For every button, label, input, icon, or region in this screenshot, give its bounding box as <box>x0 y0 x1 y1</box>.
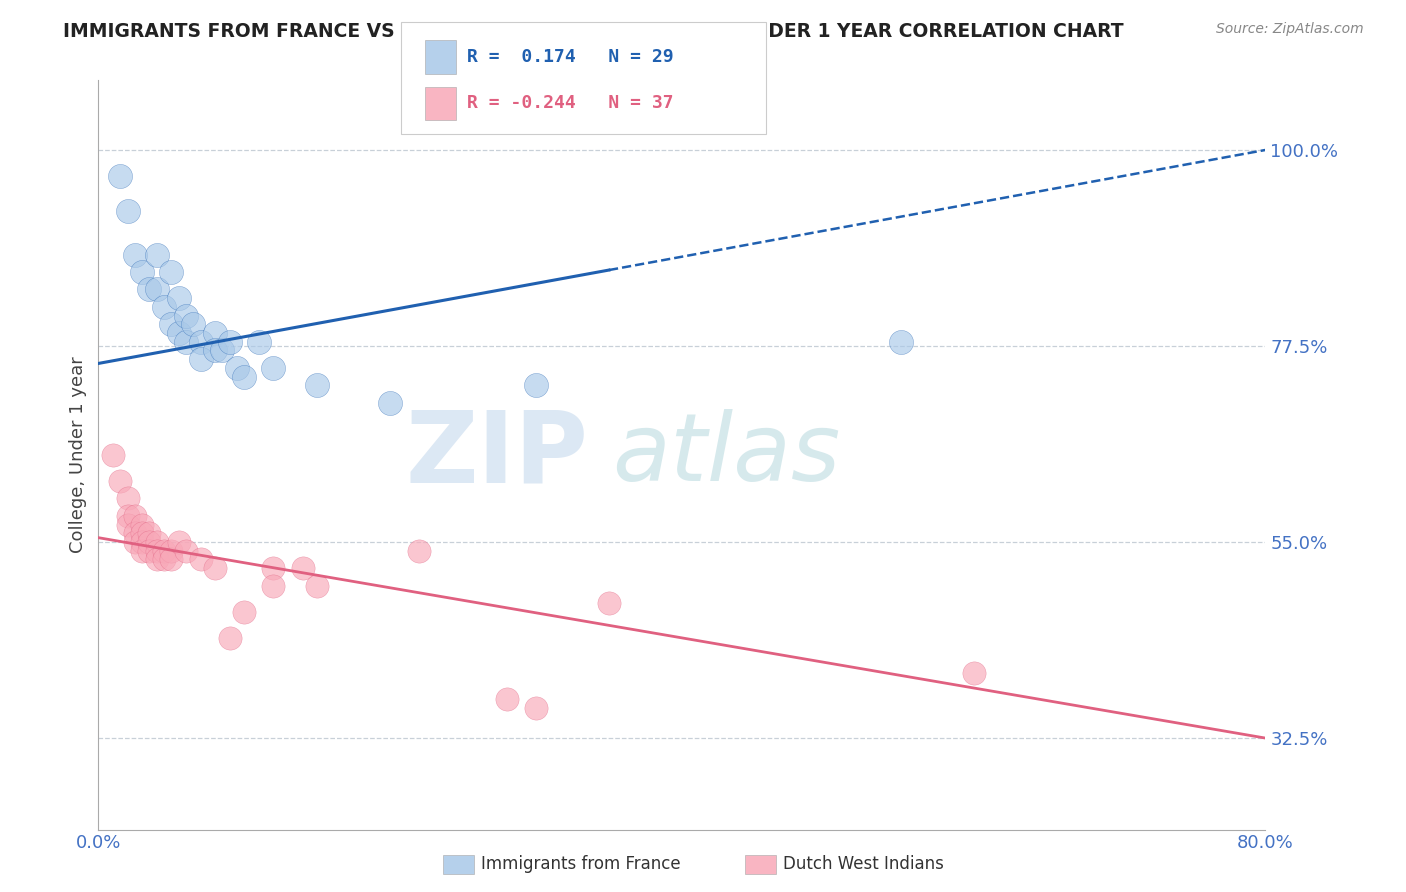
Point <box>262 360 284 375</box>
Point <box>218 334 240 349</box>
Point <box>153 552 176 566</box>
Text: atlas: atlas <box>612 409 841 500</box>
Point <box>146 247 169 261</box>
Point <box>124 535 146 549</box>
Point <box>167 291 190 305</box>
Point <box>146 535 169 549</box>
Point <box>174 334 197 349</box>
Point <box>131 543 153 558</box>
Text: Dutch West Indians: Dutch West Indians <box>783 855 943 873</box>
Point <box>131 526 153 541</box>
Point <box>160 317 183 331</box>
Point <box>307 378 329 392</box>
Point <box>160 552 183 566</box>
Point <box>124 247 146 261</box>
Point <box>204 343 226 358</box>
Point <box>496 691 519 706</box>
Point <box>167 326 190 340</box>
Point <box>160 265 183 279</box>
Point <box>146 282 169 296</box>
Point <box>117 204 139 219</box>
Point <box>380 395 402 409</box>
Point <box>190 334 212 349</box>
Point <box>181 317 204 331</box>
Point <box>131 535 153 549</box>
Point <box>524 378 547 392</box>
Point <box>117 508 139 523</box>
Point <box>160 543 183 558</box>
Point <box>110 474 132 488</box>
Point <box>174 543 197 558</box>
Point <box>226 360 249 375</box>
Point <box>131 517 153 532</box>
Point <box>190 352 212 367</box>
Point <box>138 282 160 296</box>
Text: Source: ZipAtlas.com: Source: ZipAtlas.com <box>1216 22 1364 37</box>
Point <box>167 535 190 549</box>
Y-axis label: College, Under 1 year: College, Under 1 year <box>69 357 87 553</box>
Point <box>204 561 226 575</box>
Point <box>962 665 984 680</box>
Point <box>218 631 240 645</box>
Point <box>262 561 284 575</box>
Point <box>190 552 212 566</box>
Point <box>146 552 169 566</box>
Point <box>146 543 169 558</box>
Text: R = -0.244   N = 37: R = -0.244 N = 37 <box>467 95 673 112</box>
Point <box>408 543 430 558</box>
Point <box>174 309 197 323</box>
Text: Immigrants from France: Immigrants from France <box>481 855 681 873</box>
Point <box>233 605 256 619</box>
Point <box>124 526 146 541</box>
Point <box>138 535 160 549</box>
Point <box>138 543 160 558</box>
Point <box>131 265 153 279</box>
Point <box>153 543 176 558</box>
Point <box>204 326 226 340</box>
Point <box>153 300 176 314</box>
Point <box>138 526 160 541</box>
Point <box>110 169 132 183</box>
Point <box>307 579 329 593</box>
Point <box>262 579 284 593</box>
Text: R =  0.174   N = 29: R = 0.174 N = 29 <box>467 48 673 66</box>
Text: IMMIGRANTS FROM FRANCE VS DUTCH WEST INDIAN COLLEGE, UNDER 1 YEAR CORRELATION CH: IMMIGRANTS FROM FRANCE VS DUTCH WEST IND… <box>63 22 1123 41</box>
Point <box>291 561 314 575</box>
Point <box>101 448 124 462</box>
Point <box>117 491 139 506</box>
Point <box>124 508 146 523</box>
Text: ZIP: ZIP <box>406 407 589 503</box>
Point <box>524 700 547 714</box>
Point <box>233 369 256 384</box>
Point <box>117 517 139 532</box>
Point <box>211 343 233 358</box>
Point <box>598 596 620 610</box>
Point <box>890 334 912 349</box>
Point <box>247 334 270 349</box>
